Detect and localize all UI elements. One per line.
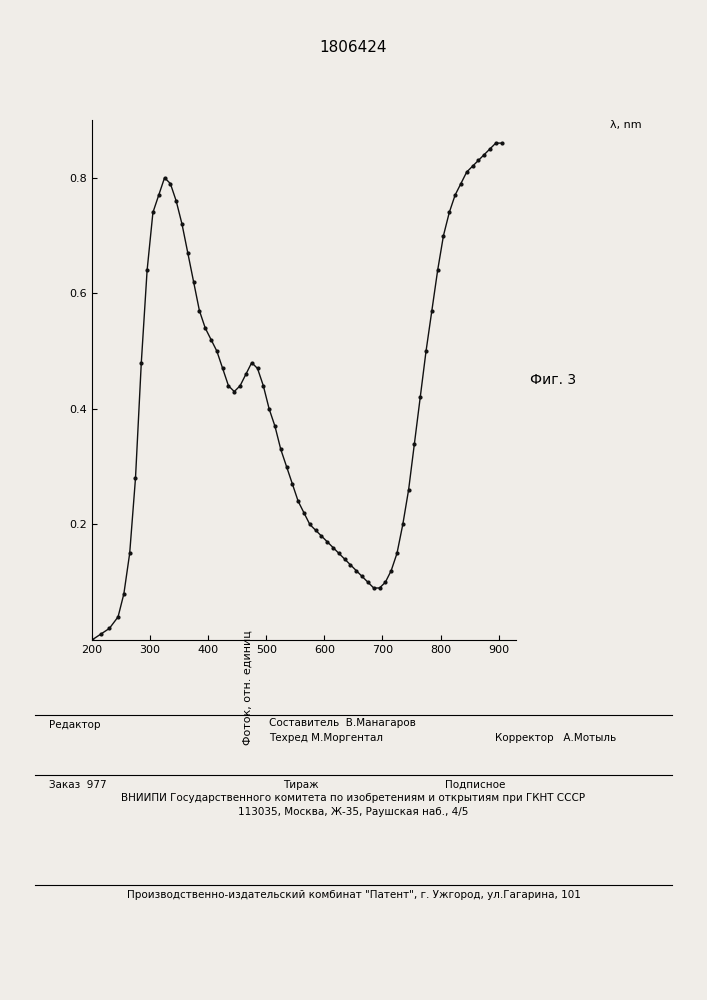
Text: Фиг. 3: Фиг. 3 [530, 373, 576, 387]
Text: Техред М.Моргентал: Техред М.Моргентал [269, 733, 382, 743]
Text: Составитель  В.Манагаров: Составитель В.Манагаров [269, 718, 416, 728]
Text: Фоток, отн. единиц: Фоток, отн. единиц [243, 630, 252, 745]
Text: Редактор: Редактор [49, 720, 101, 730]
Text: Заказ  977: Заказ 977 [49, 780, 107, 790]
Text: Производственно-издательский комбинат "Патент", г. Ужгород, ул.Гагарина, 101: Производственно-издательский комбинат "П… [127, 890, 580, 900]
Text: 1806424: 1806424 [320, 40, 387, 55]
Text: ВНИИПИ Государственного комитета по изобретениям и открытиям при ГКНТ СССР: ВНИИПИ Государственного комитета по изоб… [122, 793, 585, 803]
Text: Корректор   А.Мотыль: Корректор А.Мотыль [495, 733, 616, 743]
Text: λ, nm: λ, nm [610, 120, 642, 130]
Text: 113035, Москва, Ж-35, Раушская наб., 4/5: 113035, Москва, Ж-35, Раушская наб., 4/5 [238, 807, 469, 817]
Text: Тираж: Тираж [283, 780, 318, 790]
Text: Подписное: Подписное [445, 780, 506, 790]
